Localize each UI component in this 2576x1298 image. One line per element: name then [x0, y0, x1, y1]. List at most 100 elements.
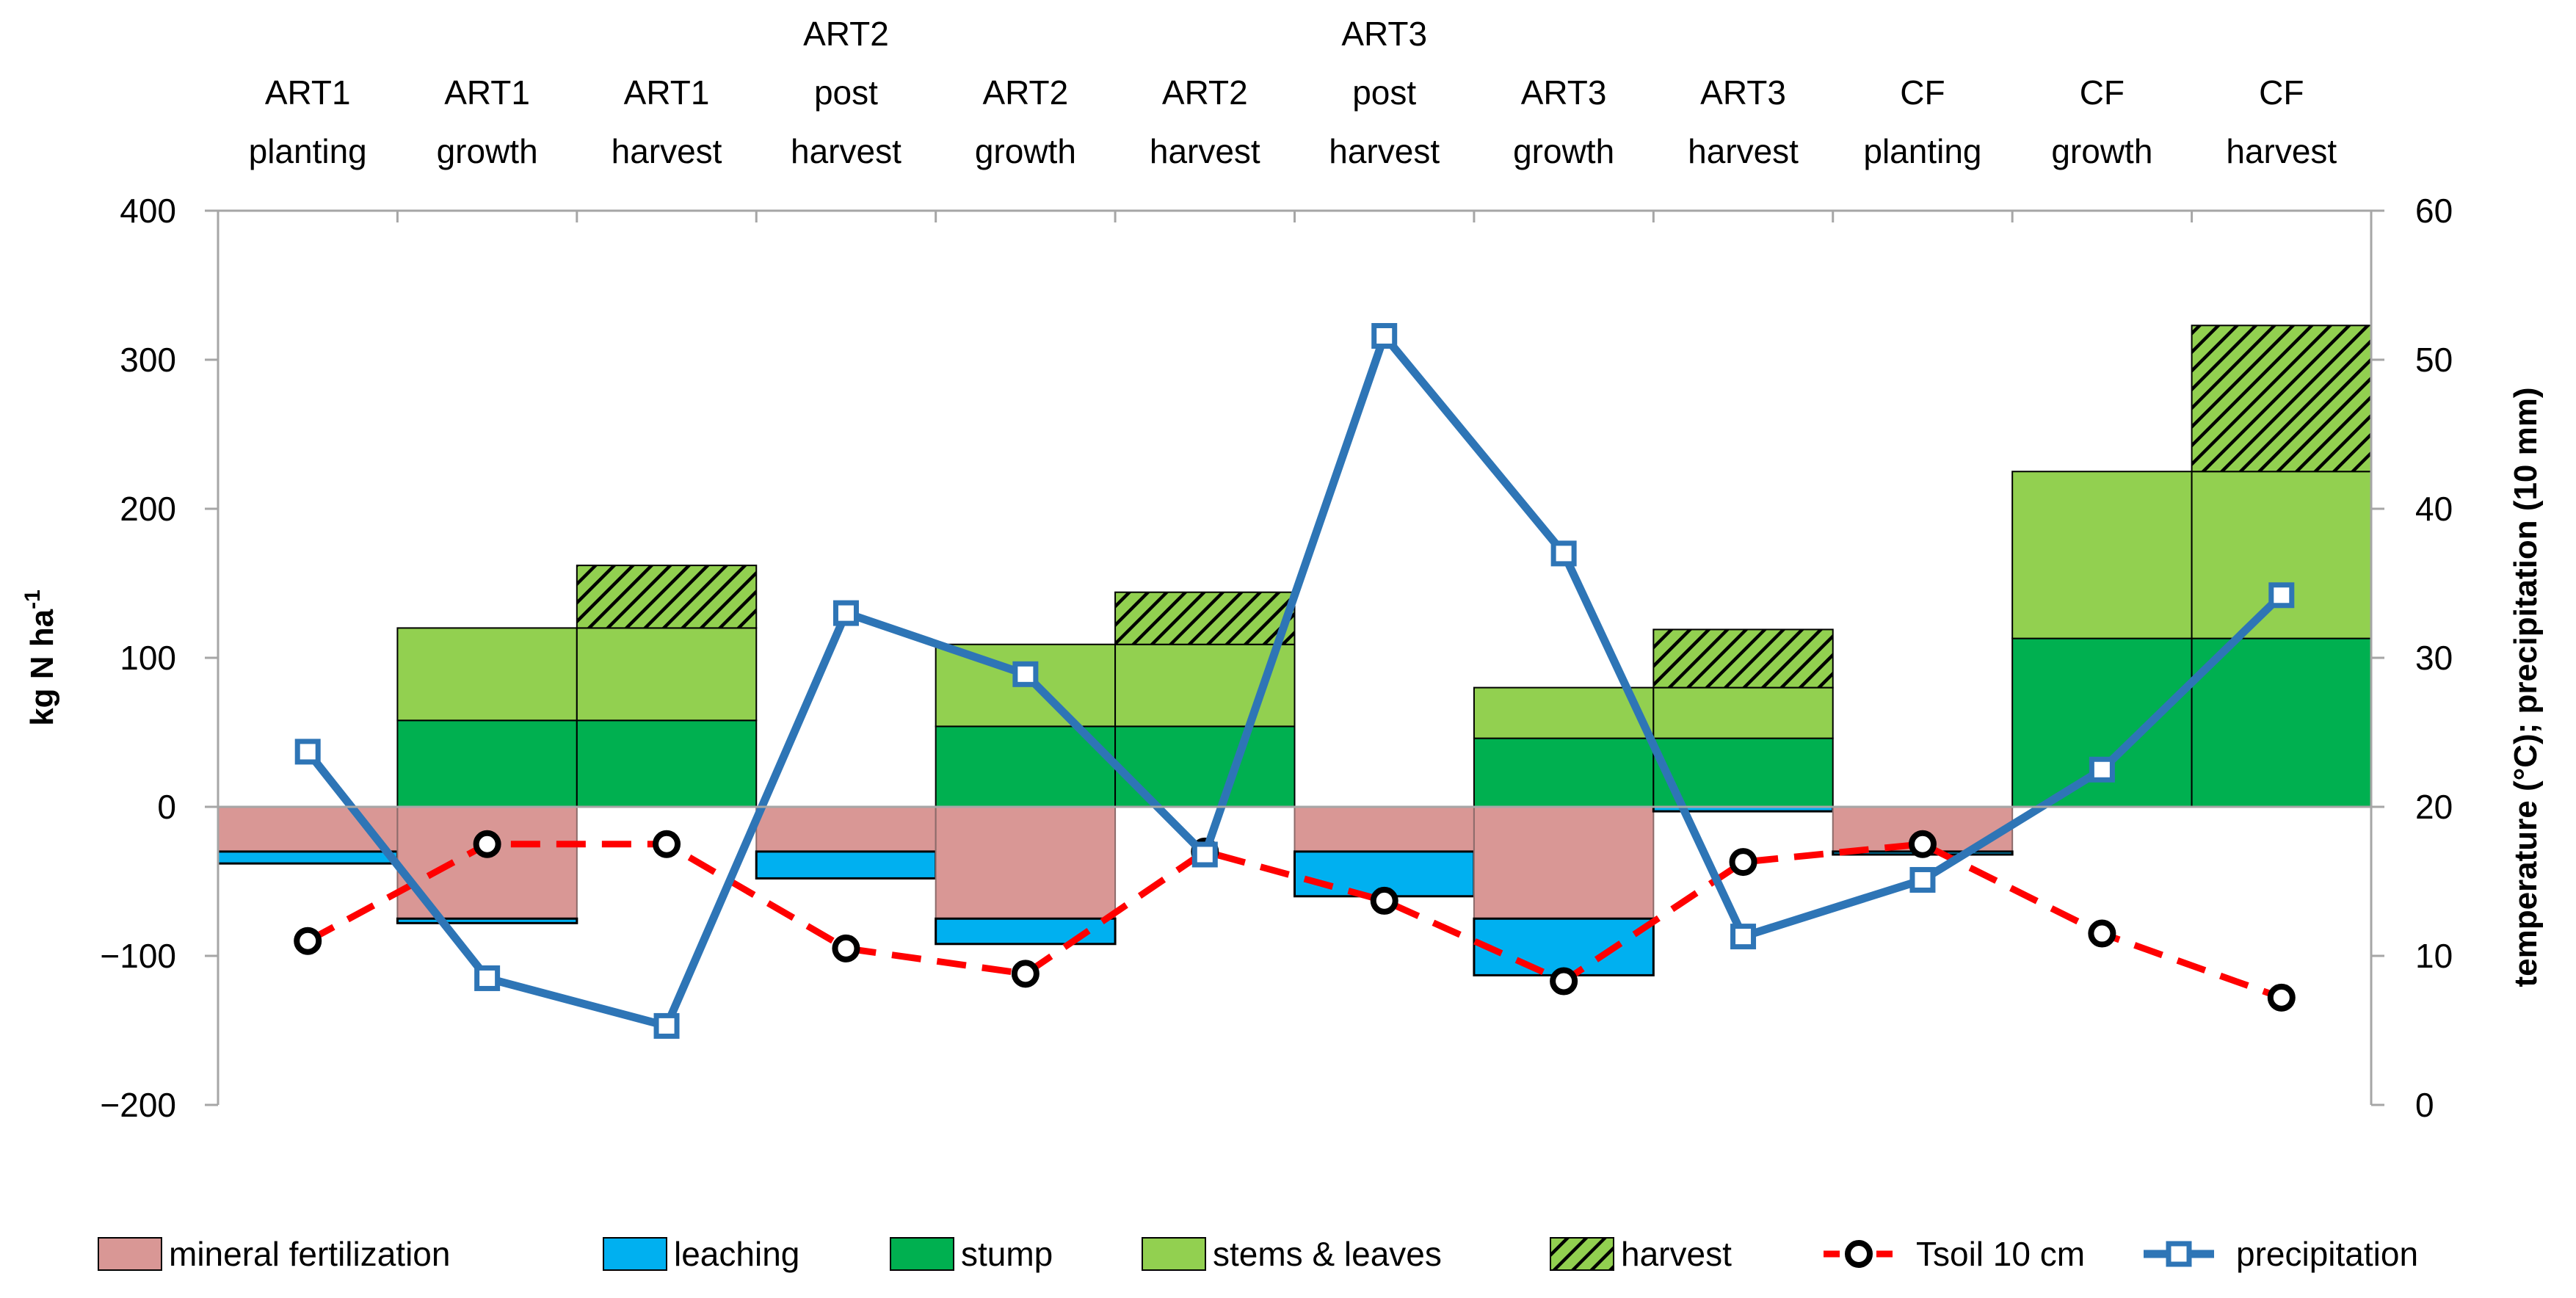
category-label: growth	[437, 132, 538, 170]
legend-label-leaching: leaching	[674, 1235, 799, 1273]
category-label: ART2	[982, 73, 1068, 112]
right-tick-label: 50	[2415, 341, 2453, 379]
lines-layer	[294, 323, 2296, 1039]
bar-harvest	[576, 565, 758, 629]
category-label: ART1	[265, 73, 351, 112]
right-tick-label: 10	[2415, 937, 2453, 975]
left-tick-label: 400	[120, 192, 176, 230]
bar-mineral-fertilization	[1294, 806, 1475, 852]
point-precipitation	[2089, 756, 2115, 783]
bar-stump	[396, 719, 578, 808]
line-precipitation	[304, 332, 2285, 1030]
legend-label-harvest: harvest	[1621, 1235, 1732, 1273]
right-tick-label: 20	[2415, 788, 2453, 826]
left-tick-label: −100	[100, 937, 176, 975]
point-precipitation	[2268, 582, 2295, 609]
point-tsoil-10-cm	[1729, 848, 1757, 877]
point-tsoil-10-cm	[473, 830, 501, 858]
legend-label-precipitation: precipitation	[2236, 1235, 2418, 1273]
category-label: ART2	[803, 15, 889, 53]
point-precipitation	[1550, 540, 1577, 567]
bar-harvest	[1114, 591, 1296, 645]
bar-harvest	[1652, 628, 1834, 689]
bar-leaching	[1473, 917, 1655, 976]
category-label: ART1	[444, 73, 530, 112]
legend: mineral fertilization leaching stump stems …	[98, 1235, 2418, 1273]
category-label: planting	[1863, 132, 1981, 170]
bar-stems-leaves	[1114, 643, 1296, 728]
category-label: harvest	[1329, 132, 1440, 170]
point-tsoil-10-cm	[1550, 967, 1578, 996]
left-axis-title: kg N ha-1	[21, 590, 60, 726]
point-precipitation	[1012, 661, 1039, 687]
category-label: ART3	[1521, 73, 1607, 112]
point-tsoil-10-cm	[653, 830, 681, 858]
bar-stems-leaves	[1652, 686, 1834, 739]
category-label: growth	[975, 132, 1076, 170]
category-label: post	[1352, 73, 1416, 112]
point-precipitation	[1730, 924, 1757, 950]
bar-leaching	[396, 917, 578, 924]
category-label: ART1	[624, 73, 710, 112]
point-tsoil-10-cm	[1011, 960, 1040, 988]
category-label: ART3	[1700, 73, 1786, 112]
legend-label-mineral-fertilization: mineral fertilization	[169, 1235, 450, 1273]
right-tick-label: 30	[2415, 639, 2453, 677]
point-precipitation	[1191, 841, 1218, 868]
legend-swatch-stump	[890, 1237, 954, 1271]
bar-stump	[2191, 637, 2372, 808]
left-tick-label: 0	[157, 788, 176, 826]
legend-swatch-mineral-fertilization	[98, 1237, 162, 1271]
bar-mineral-fertilization	[755, 806, 937, 852]
legend-swatch-leaching	[603, 1237, 667, 1271]
category-label: growth	[2051, 132, 2152, 170]
bar-stems-leaves	[2011, 471, 2193, 639]
left-tick-label: −200	[100, 1086, 176, 1124]
bar-stems-leaves	[1473, 686, 1655, 739]
right-tick-label: 0	[2415, 1086, 2434, 1124]
right-tick-label: 40	[2415, 490, 2453, 528]
category-label: CF	[1900, 73, 1945, 112]
bar-harvest	[2191, 324, 2372, 473]
legend-label-stump: stump	[961, 1235, 1053, 1273]
legend-swatch-stems-leaves	[1142, 1237, 1206, 1271]
category-label: harvest	[791, 132, 901, 170]
point-tsoil-10-cm	[832, 934, 860, 962]
point-precipitation	[1909, 866, 1936, 893]
bar-stems-leaves	[2191, 471, 2372, 639]
category-label: ART2	[1162, 73, 1248, 112]
legend-marker-tsoil-10-cm	[1845, 1240, 1873, 1268]
point-precipitation	[294, 739, 321, 765]
category-label: growth	[1513, 132, 1614, 170]
point-tsoil-10-cm	[294, 927, 322, 955]
left-axis-title-superscript: -1	[21, 590, 45, 609]
bar-stump	[1473, 737, 1655, 808]
point-tsoil-10-cm	[2267, 983, 2296, 1012]
category-label: planting	[249, 132, 367, 170]
bar-stems-leaves	[576, 627, 758, 722]
left-axis-title-text: kg N ha	[24, 609, 60, 725]
point-precipitation	[474, 965, 501, 991]
legend-marker-precipitation	[2166, 1241, 2192, 1267]
category-label: post	[814, 73, 878, 112]
bar-stems-leaves	[396, 627, 578, 722]
plot-area	[217, 209, 2373, 222]
point-tsoil-10-cm	[2088, 919, 2116, 948]
bar-mineral-fertilization	[935, 806, 1117, 920]
bar-mineral-fertilization	[1473, 806, 1655, 920]
bar-leaching	[217, 850, 399, 865]
legend-swatch-harvest	[1550, 1237, 1614, 1271]
bar-leaching	[755, 850, 937, 880]
point-precipitation	[832, 600, 859, 626]
point-precipitation	[653, 1012, 680, 1039]
category-labels: ART1 planting ART1 growth ART1 harvest ART2 pos…	[249, 15, 2337, 170]
legend-label-tsoil-10-cm: Tsoil 10 cm	[1916, 1235, 2085, 1273]
point-precipitation	[1371, 323, 1398, 349]
category-label: harvest	[1688, 132, 1799, 170]
left-tick-label: 100	[120, 639, 176, 677]
category-label: harvest	[2226, 132, 2337, 170]
category-label: harvest	[1150, 132, 1260, 170]
right-axis-title: temperature (°C); precipitation (10 mm)	[2508, 387, 2544, 987]
